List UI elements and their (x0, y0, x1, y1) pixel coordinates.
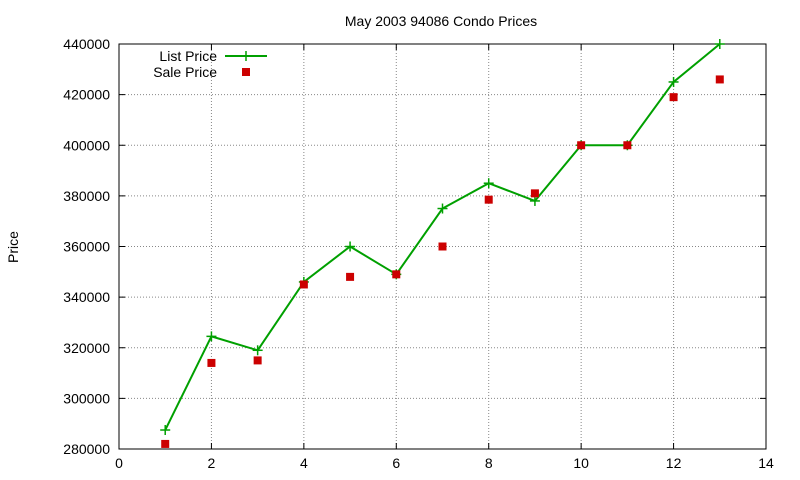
x-tick-label: 6 (392, 455, 400, 471)
x-tick-label: 4 (300, 455, 308, 471)
sale-price-point (161, 439, 170, 448)
list-price-point (206, 331, 217, 342)
list-price-point (252, 345, 263, 356)
list-price-point (483, 178, 494, 189)
list-price-point (437, 203, 448, 214)
sale-price-point (392, 270, 401, 279)
list-price-point (345, 241, 356, 252)
sale-price-point (299, 280, 308, 289)
sale-price-point (438, 242, 447, 251)
sale-price-point (207, 358, 216, 367)
y-tick-label: 340000 (63, 289, 110, 305)
legend-label: List Price (159, 48, 217, 64)
sale-price-point (484, 195, 493, 204)
list-price-point (529, 195, 540, 206)
sale-price-series (161, 75, 724, 448)
sale-price-point (669, 93, 678, 102)
y-tick-label: 360000 (63, 239, 110, 255)
x-tick-label: 10 (573, 455, 589, 471)
list-price-point (160, 425, 171, 436)
y-axis-label: Price (5, 231, 21, 263)
legend-marker (242, 68, 250, 76)
list-price-point (714, 39, 725, 49)
ticks: 0 2 4 6 8 10 12 14 280000 300000 320000 340000 36000… (63, 36, 774, 471)
y-tick-label: 400000 (63, 137, 110, 153)
legend-label: Sale Price (153, 64, 217, 80)
x-tick-label: 2 (208, 455, 216, 471)
sale-price-point (253, 356, 262, 365)
sale-price-point (530, 189, 539, 198)
list-price-point (668, 76, 679, 87)
y-tick-label: 420000 (63, 87, 110, 103)
sale-price-point (346, 272, 355, 281)
list-price-line (164, 43, 721, 431)
x-tick-label: 12 (666, 455, 682, 471)
x-tick-label: 8 (485, 455, 493, 471)
y-tick-label: 300000 (63, 390, 110, 406)
y-tick-label: 320000 (63, 340, 110, 356)
sale-price-point (577, 141, 586, 150)
legend-marker (241, 51, 251, 61)
y-tick-label: 280000 (63, 441, 110, 457)
sale-price-point (623, 141, 632, 150)
y-tick-label: 380000 (63, 188, 110, 204)
list-price-series (160, 39, 725, 436)
x-tick-label: 14 (758, 455, 774, 471)
series (160, 39, 725, 448)
y-tick-label: 440000 (63, 36, 110, 52)
sale-price-point (715, 75, 724, 84)
chart-title: May 2003 94086 Condo Prices (345, 13, 537, 29)
x-tick-label: 0 (115, 455, 123, 471)
